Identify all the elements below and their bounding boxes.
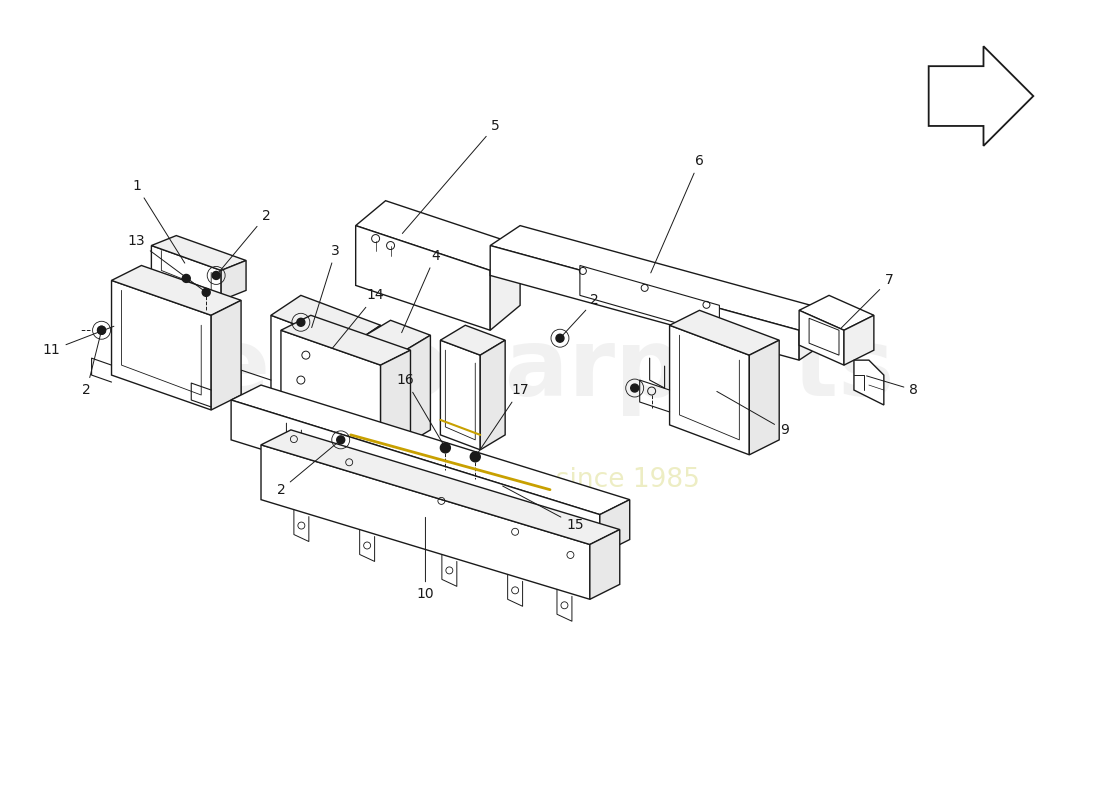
Polygon shape — [261, 430, 619, 545]
Text: 9: 9 — [717, 391, 789, 437]
Polygon shape — [280, 315, 410, 365]
Text: 4: 4 — [402, 249, 440, 333]
Text: eurocarparts: eurocarparts — [206, 324, 894, 416]
Polygon shape — [211, 300, 241, 410]
Text: 10: 10 — [417, 518, 434, 602]
Polygon shape — [280, 330, 381, 470]
Text: 14: 14 — [332, 288, 384, 348]
Circle shape — [212, 271, 220, 279]
Text: 2: 2 — [276, 442, 339, 497]
Circle shape — [98, 326, 106, 334]
Polygon shape — [928, 46, 1033, 146]
Polygon shape — [271, 315, 351, 445]
Circle shape — [337, 436, 344, 444]
Polygon shape — [111, 266, 241, 315]
Polygon shape — [271, 295, 381, 345]
Polygon shape — [481, 340, 505, 450]
Polygon shape — [749, 340, 779, 455]
Circle shape — [202, 288, 210, 296]
Polygon shape — [221, 261, 246, 300]
Text: 13: 13 — [128, 234, 204, 290]
Polygon shape — [365, 335, 406, 445]
Circle shape — [297, 318, 305, 326]
Circle shape — [556, 334, 564, 342]
Polygon shape — [491, 226, 829, 330]
Circle shape — [98, 326, 106, 334]
Text: 2: 2 — [218, 209, 271, 274]
Circle shape — [440, 443, 450, 453]
Text: 7: 7 — [842, 274, 893, 328]
Circle shape — [183, 274, 190, 282]
Text: 17: 17 — [476, 383, 529, 454]
Polygon shape — [854, 360, 883, 405]
Text: 15: 15 — [503, 486, 584, 531]
Polygon shape — [670, 326, 749, 455]
Polygon shape — [355, 201, 520, 270]
Text: 3: 3 — [311, 243, 340, 327]
Polygon shape — [600, 500, 629, 554]
Circle shape — [471, 452, 481, 462]
Polygon shape — [152, 235, 246, 270]
Polygon shape — [231, 400, 600, 554]
Polygon shape — [381, 350, 410, 470]
Polygon shape — [491, 246, 799, 360]
Text: 1: 1 — [132, 178, 185, 263]
Polygon shape — [590, 530, 619, 599]
Polygon shape — [152, 246, 221, 300]
Polygon shape — [799, 310, 844, 365]
Text: 6: 6 — [651, 154, 704, 273]
Polygon shape — [355, 226, 491, 330]
Polygon shape — [406, 335, 430, 445]
Polygon shape — [231, 385, 629, 514]
Polygon shape — [491, 246, 520, 330]
Text: 8: 8 — [867, 376, 918, 397]
Text: 16: 16 — [397, 373, 444, 446]
Polygon shape — [440, 340, 481, 450]
Polygon shape — [365, 320, 430, 350]
Text: 11: 11 — [43, 326, 114, 357]
Polygon shape — [670, 310, 779, 355]
Text: 5: 5 — [403, 119, 499, 234]
Polygon shape — [580, 266, 719, 335]
Text: a passion for parts since 1985: a passion for parts since 1985 — [300, 466, 700, 493]
Circle shape — [630, 384, 639, 392]
Polygon shape — [111, 281, 211, 410]
Polygon shape — [799, 310, 829, 360]
Polygon shape — [351, 326, 381, 445]
Text: 2: 2 — [82, 333, 101, 397]
Polygon shape — [261, 445, 590, 599]
Polygon shape — [844, 315, 873, 365]
Text: 2: 2 — [562, 294, 600, 336]
Polygon shape — [440, 326, 505, 355]
Polygon shape — [799, 295, 873, 330]
Polygon shape — [810, 318, 839, 355]
